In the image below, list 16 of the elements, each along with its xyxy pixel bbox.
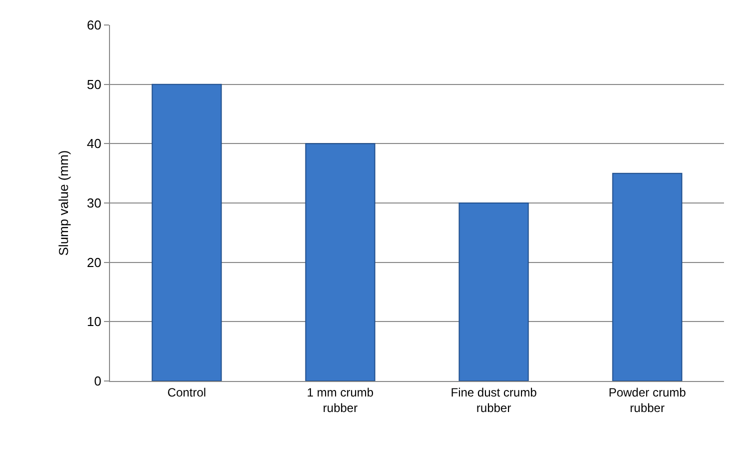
y-tick-label: 0 (94, 374, 102, 389)
y-tick-label: 40 (86, 136, 102, 152)
bar (305, 143, 376, 381)
x-tick-label: Fine dust crumb rubber (450, 385, 538, 415)
x-tick-label: 1 mm crumb rubber (306, 385, 374, 415)
x-tick-label: Powder crumb rubber (608, 385, 686, 415)
y-tick-label: 50 (86, 76, 102, 92)
bar (152, 84, 222, 381)
x-tick-label: Control (167, 385, 206, 400)
y-tick-label: 30 (86, 196, 102, 211)
y-tick-label: 60 (86, 18, 102, 33)
y-tick-label: 10 (86, 314, 102, 330)
bar (458, 202, 529, 381)
bar (612, 172, 682, 381)
y-tick-label: 20 (86, 254, 102, 270)
y-axis-title: Slump value (mm) (56, 150, 71, 256)
